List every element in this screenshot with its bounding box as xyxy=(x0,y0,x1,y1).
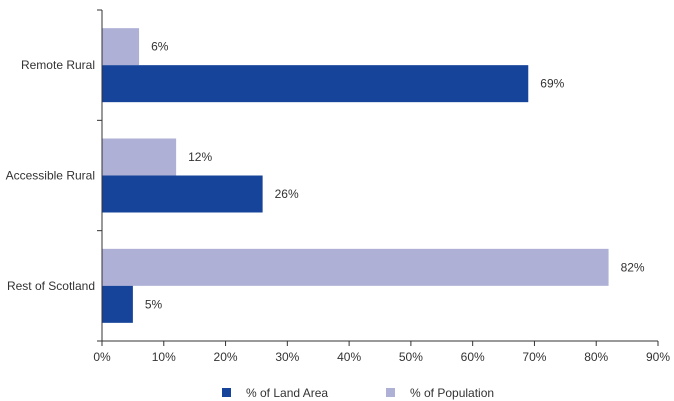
bar-of-population-accessible-rural xyxy=(102,138,177,176)
x-tick-label: 10% xyxy=(152,350,176,364)
data-label: 26% xyxy=(275,187,299,201)
labels-layer: 6% 69% Remote Rural 12% 26% Accessible Rural 8… xyxy=(6,40,671,364)
legend-label: % of Land Area xyxy=(246,386,328,400)
bar-of-land-area-rest-of-scotland xyxy=(102,285,133,323)
x-tick-label: 80% xyxy=(584,350,608,364)
legend-label: % of Population xyxy=(410,386,494,400)
x-tick-label: 40% xyxy=(337,350,361,364)
x-tick-label: 60% xyxy=(461,350,485,364)
x-tick-label: 0% xyxy=(93,350,111,364)
data-label: 5% xyxy=(145,297,163,311)
data-label: 6% xyxy=(151,40,169,54)
x-tick-label: 20% xyxy=(214,350,238,364)
category-label: Accessible Rural xyxy=(6,169,95,183)
data-label: 82% xyxy=(621,260,645,274)
category-label: Rest of Scotland xyxy=(7,279,95,293)
legend: % of Land Area % of Population xyxy=(222,386,494,400)
axes-layer xyxy=(97,9,659,346)
x-tick-label: 50% xyxy=(399,350,423,364)
legend-swatch xyxy=(222,388,231,397)
bar-of-land-area-accessible-rural xyxy=(102,175,263,213)
x-tick-label: 70% xyxy=(522,350,546,364)
legend-swatch xyxy=(386,388,395,397)
bar-of-population-rest-of-scotland xyxy=(102,248,609,286)
bar-of-land-area-remote-rural xyxy=(102,65,529,103)
category-label: Remote Rural xyxy=(21,58,95,72)
x-tick-label: 30% xyxy=(275,350,299,364)
x-tick-label: 90% xyxy=(646,350,670,364)
bars-layer xyxy=(102,28,609,323)
data-label: 69% xyxy=(540,77,564,91)
bar-of-population-remote-rural xyxy=(102,28,140,66)
data-label: 12% xyxy=(188,150,212,164)
